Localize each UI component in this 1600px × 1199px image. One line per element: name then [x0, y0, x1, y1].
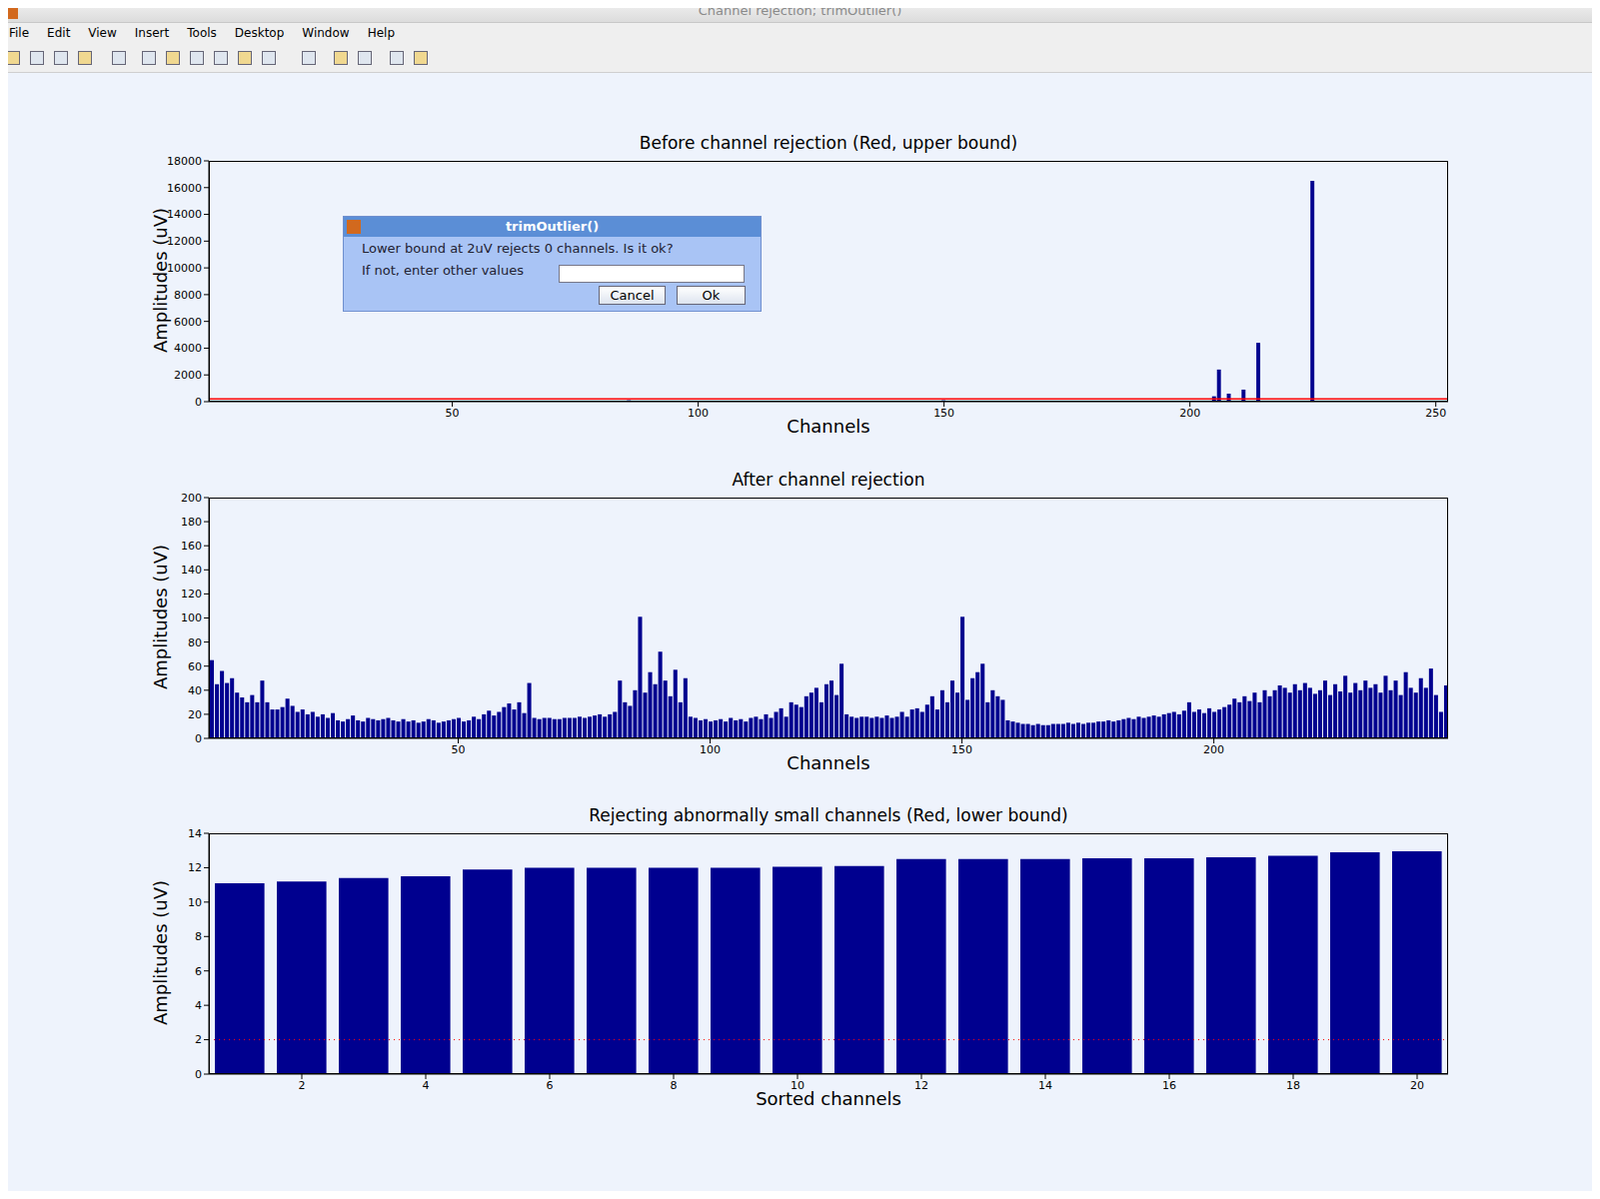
svg-text:150: 150 [951, 743, 973, 757]
svg-text:100: 100 [699, 743, 721, 757]
svg-text:12000: 12000 [166, 234, 202, 248]
svg-text:100: 100 [687, 406, 709, 420]
svg-text:10: 10 [187, 896, 202, 910]
svg-text:200: 200 [1203, 743, 1225, 757]
svg-text:12: 12 [187, 861, 202, 875]
svg-text:18: 18 [1286, 1079, 1301, 1093]
svg-text:2: 2 [298, 1079, 306, 1093]
svg-text:40: 40 [187, 684, 202, 698]
svg-text:2: 2 [194, 1033, 202, 1047]
svg-text:6000: 6000 [173, 315, 202, 329]
svg-text:100: 100 [180, 611, 202, 625]
svg-text:50: 50 [445, 406, 460, 420]
svg-text:0: 0 [194, 732, 202, 746]
svg-text:8: 8 [194, 930, 202, 944]
svg-text:120: 120 [180, 587, 202, 601]
svg-text:20: 20 [1410, 1079, 1425, 1093]
svg-text:250: 250 [1425, 406, 1447, 420]
svg-text:4: 4 [194, 999, 202, 1013]
svg-text:2000: 2000 [173, 368, 202, 382]
svg-text:14: 14 [187, 827, 202, 841]
svg-text:6: 6 [546, 1079, 554, 1093]
svg-text:12: 12 [914, 1079, 929, 1093]
svg-text:20: 20 [187, 708, 202, 722]
svg-text:8000: 8000 [173, 288, 202, 302]
svg-text:16000: 16000 [166, 181, 202, 195]
svg-text:180: 180 [180, 515, 202, 529]
svg-text:0: 0 [194, 1068, 202, 1082]
svg-text:80: 80 [187, 636, 202, 650]
svg-text:160: 160 [180, 539, 202, 553]
svg-text:4: 4 [422, 1079, 430, 1093]
svg-text:14: 14 [1038, 1079, 1053, 1093]
svg-text:140: 140 [180, 563, 202, 577]
svg-text:18000: 18000 [166, 154, 202, 168]
svg-text:6: 6 [194, 965, 202, 979]
svg-text:14000: 14000 [166, 207, 202, 221]
svg-text:200: 200 [1179, 406, 1201, 420]
svg-text:10000: 10000 [166, 261, 202, 275]
svg-text:8: 8 [670, 1079, 678, 1093]
svg-text:50: 50 [451, 743, 466, 757]
svg-text:4000: 4000 [173, 341, 202, 355]
svg-text:60: 60 [187, 660, 202, 674]
svg-text:16: 16 [1162, 1079, 1177, 1093]
svg-text:200: 200 [180, 491, 202, 505]
svg-text:0: 0 [194, 395, 202, 409]
svg-text:150: 150 [933, 406, 955, 420]
